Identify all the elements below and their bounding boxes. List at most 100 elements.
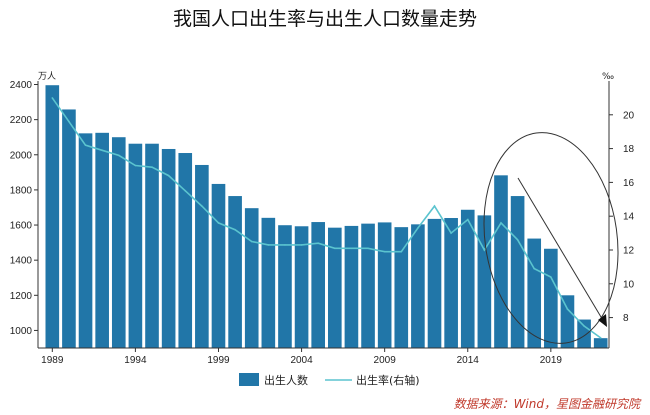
rate-point-2002: [267, 244, 270, 246]
bar-2005: [311, 222, 326, 348]
x-axis: 1989 1994 1999 2004 2009 2014 2019: [41, 348, 562, 366]
rate-point-2017: [516, 239, 519, 241]
rate-point-1992: [101, 149, 103, 152]
rate-point-2009: [383, 250, 386, 253]
rate-point-2015: [483, 249, 486, 251]
birth-rate-line: [51, 97, 602, 339]
bar-2007: [344, 225, 359, 348]
rate-point-1990: [68, 120, 70, 123]
rate-point-2016: [500, 222, 502, 224]
rate-point-2011: [417, 227, 419, 229]
bar-2018: [527, 238, 542, 348]
legend-bar-label: 出生人数: [264, 373, 308, 387]
left-tick-label: 2000: [10, 150, 33, 161]
bar-1993: [111, 137, 126, 348]
left-tick-label: 1800: [10, 185, 33, 196]
bar-2010: [394, 227, 409, 348]
bar-2016: [494, 175, 508, 348]
right-axis: 8 10 12 14 16 18 20: [609, 110, 635, 324]
left-tick-label: 2400: [10, 80, 33, 91]
rate-point-2018: [533, 267, 536, 270]
x-tick-label: 1989: [41, 355, 64, 366]
rate-point-1989: [51, 97, 54, 99]
bar-2015: [477, 215, 492, 348]
left-tick-label: 1400: [10, 256, 33, 267]
bar-2004: [294, 226, 309, 348]
rate-point-2010: [400, 250, 403, 253]
bar-1990: [62, 109, 76, 349]
bar-2014: [460, 209, 475, 348]
source-note: 数据来源：Wind，星图金融研究院: [454, 397, 642, 411]
rate-point-1998: [201, 205, 203, 207]
trend-arrow: [517, 177, 605, 323]
right-tick-label: 10: [623, 279, 635, 290]
left-tick-label: 2200: [10, 115, 33, 126]
rate-point-1994: [134, 164, 137, 167]
rate-point-1993: [117, 154, 120, 157]
x-tick-label: 1994: [124, 355, 147, 366]
right-tick-label: 20: [623, 110, 635, 121]
bar-1997: [178, 153, 193, 348]
rate-point-1997: [184, 190, 187, 192]
left-tick-label: 1000: [10, 326, 33, 337]
bar-2020: [560, 295, 575, 348]
bar-1995: [145, 143, 159, 348]
left-axis-unit: 万人: [38, 71, 56, 82]
legend-bar-swatch: [239, 373, 259, 386]
bar-2017: [510, 196, 525, 348]
right-tick-label: 18: [623, 144, 635, 155]
rate-point-2013: [450, 232, 452, 234]
left-axis: 1000 1200 1400 1600 1800 2000 2200 2400: [10, 80, 38, 337]
bar-2001: [244, 208, 259, 348]
bar-1991: [78, 133, 93, 348]
bar-2021: [577, 319, 591, 348]
rate-point-2006: [334, 247, 336, 250]
bar-1998: [195, 164, 209, 348]
x-tick-label: 1999: [207, 355, 230, 366]
trend-arrow-head: [598, 314, 607, 327]
rate-point-2012: [433, 205, 436, 207]
left-tick-label: 1200: [10, 291, 33, 302]
rate-point-2000: [234, 228, 236, 231]
bar-2011: [411, 224, 425, 348]
chart-title: 我国人口出生率与出生人口数量走势: [173, 8, 477, 30]
bar-series: [45, 85, 608, 349]
rate-point-2008: [367, 247, 369, 250]
bar-1999: [211, 183, 226, 348]
rate-point-1991: [84, 144, 87, 147]
rate-point-2020: [566, 308, 569, 310]
bar-2008: [361, 223, 375, 348]
highlight-ellipse: [483, 132, 619, 344]
rate-point-2021: [583, 325, 585, 327]
x-tick-label: 2019: [540, 355, 563, 366]
x-tick-label: 2009: [374, 355, 397, 366]
bar-2000: [228, 196, 242, 348]
bar-2003: [278, 225, 292, 348]
rate-point-2014: [466, 218, 469, 221]
rate-point-2022: [599, 337, 602, 339]
rate-point-2007: [350, 247, 353, 250]
bar-2006: [327, 227, 342, 348]
bar-1996: [161, 148, 176, 348]
rate-point-2003: [284, 244, 286, 246]
bar-1994: [128, 143, 143, 348]
right-tick-label: 12: [623, 245, 635, 256]
left-tick-label: 1600: [10, 221, 33, 232]
bar-1992: [95, 132, 109, 348]
bar-2002: [261, 217, 276, 348]
x-tick-label: 2014: [457, 355, 480, 366]
bar-2019: [544, 248, 558, 348]
legend-line-label: 出生率(右轴): [356, 373, 420, 387]
bar-2022: [593, 338, 608, 348]
bar-1989: [45, 85, 60, 348]
right-axis-unit: ‰: [602, 72, 614, 82]
line-series: [51, 97, 602, 339]
bar-2012: [427, 218, 442, 348]
rate-point-1996: [167, 174, 170, 177]
right-tick-label: 8: [623, 313, 629, 324]
right-tick-label: 16: [623, 178, 635, 189]
right-tick-label: 14: [623, 212, 635, 223]
bar-2009: [377, 222, 392, 348]
rate-point-2019: [550, 276, 552, 278]
